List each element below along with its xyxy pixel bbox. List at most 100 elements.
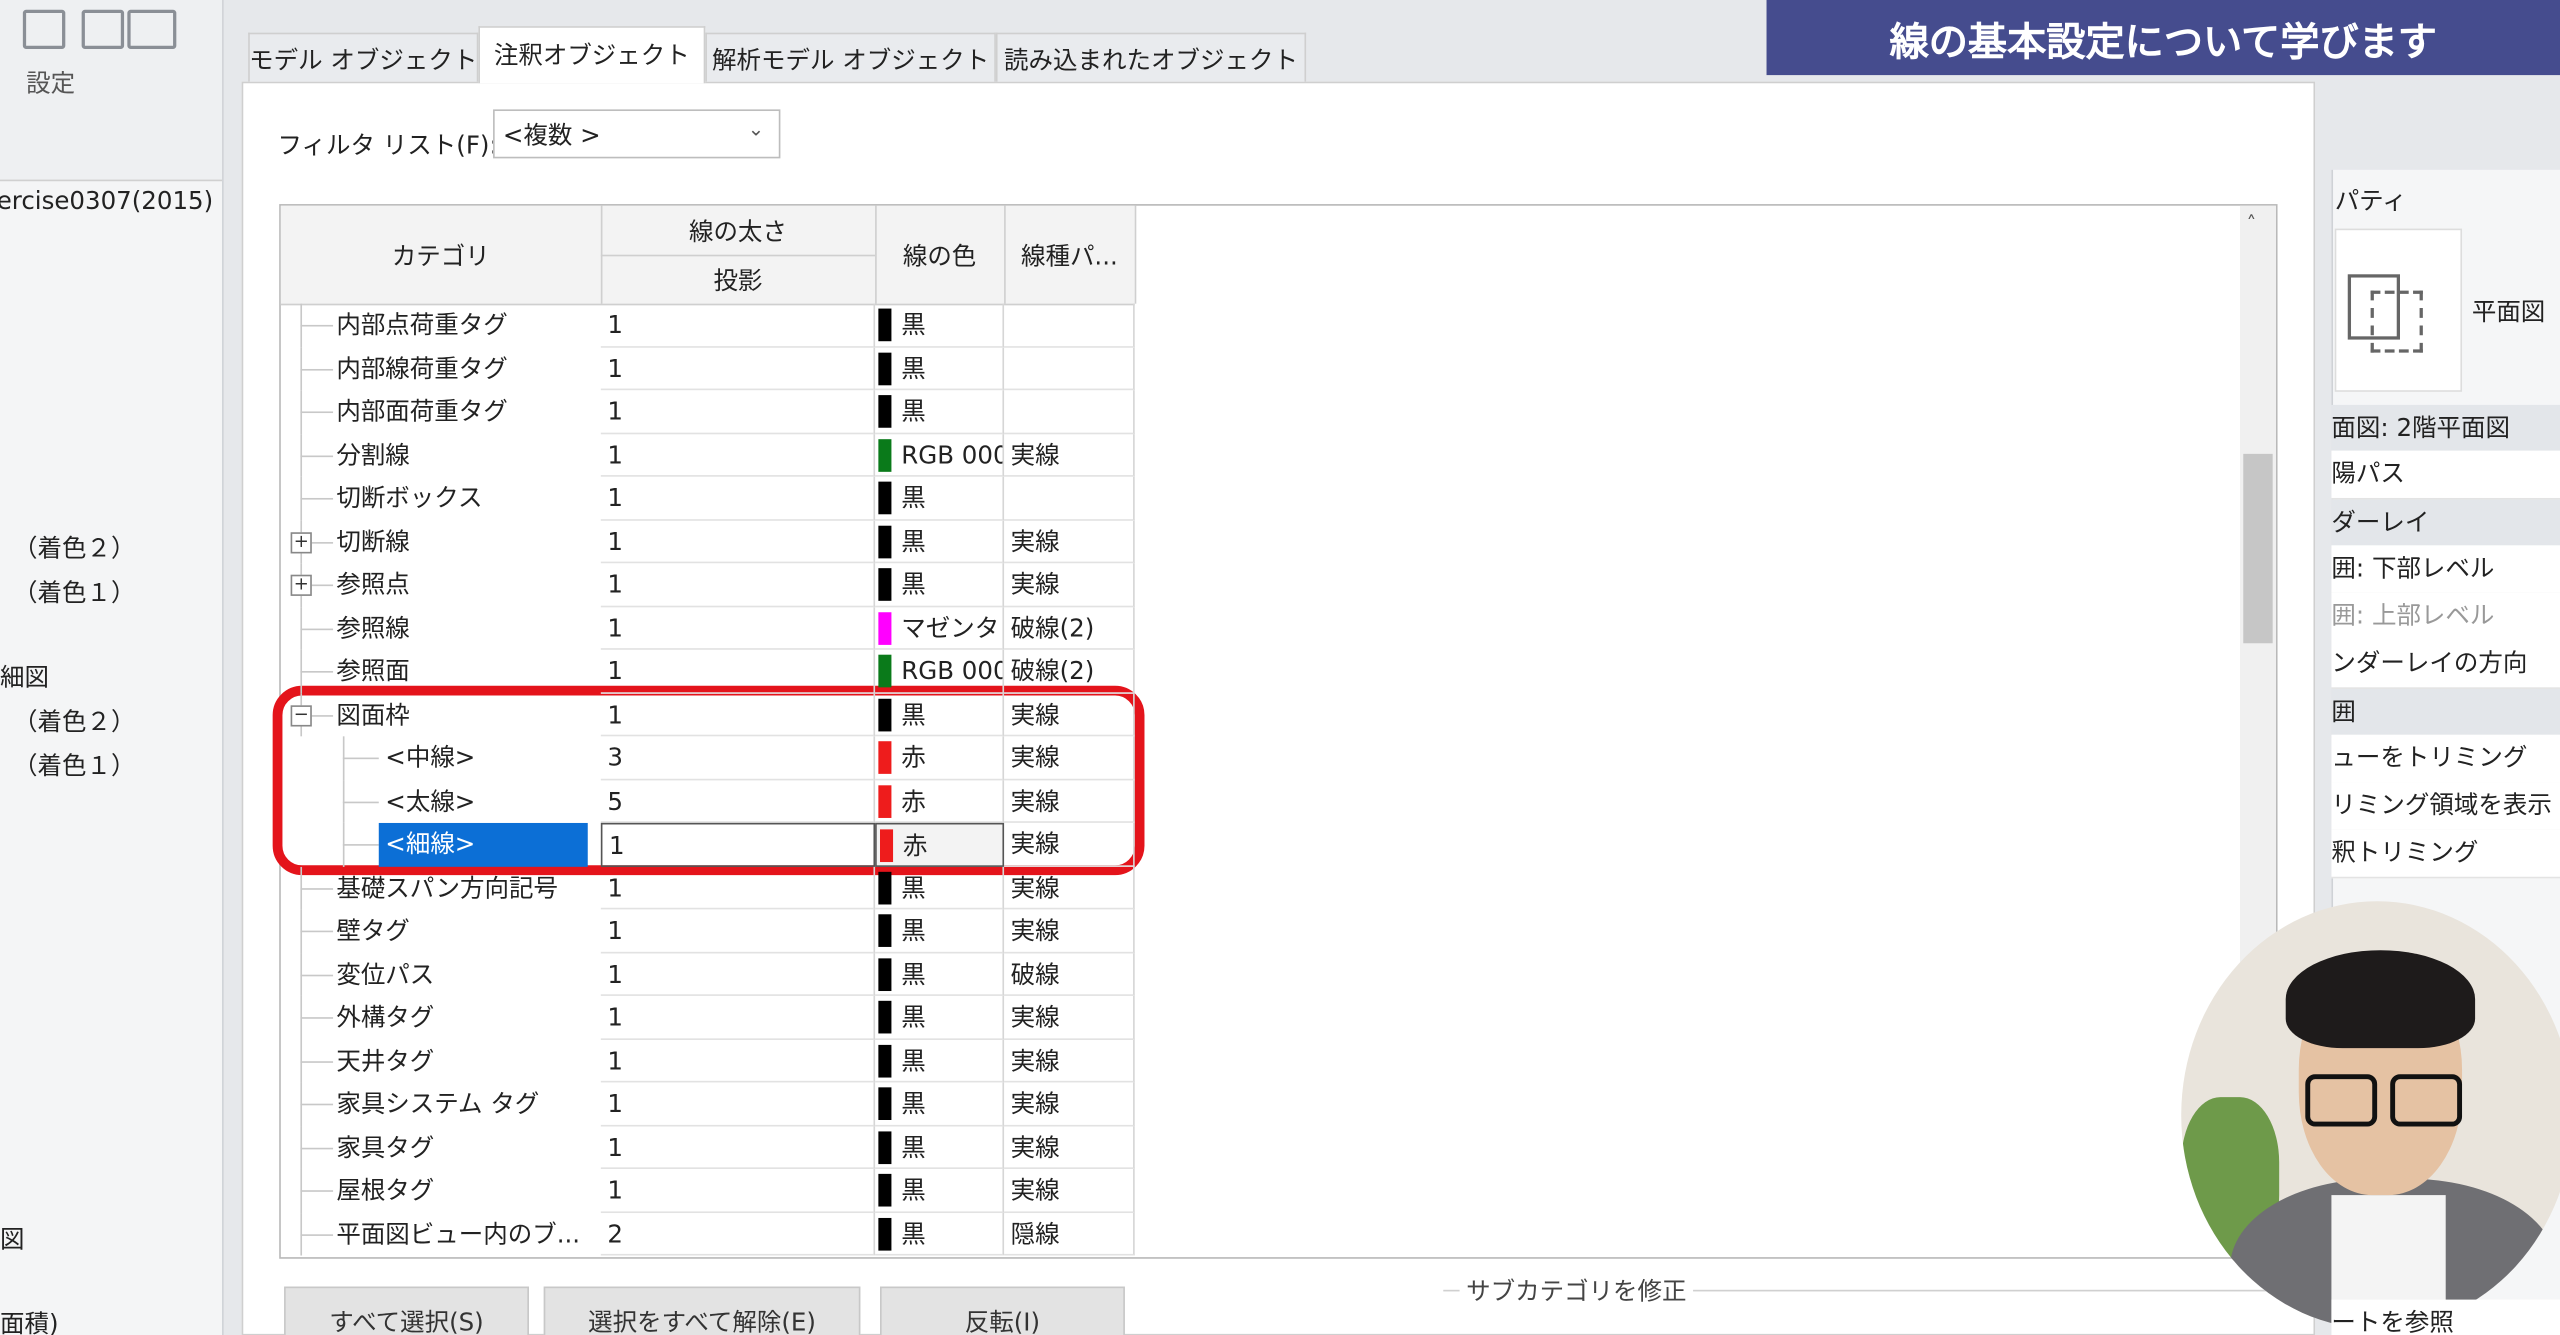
table-row[interactable]: 内部点荷重タグ 1 黒 [281,303,1135,347]
toolbar-icon[interactable] [22,9,66,49]
table-row[interactable]: 切断線 +1 黒実線 [281,519,1135,564]
toolbar-icon[interactable] [127,9,177,49]
color-cell[interactable]: 黒 [875,866,1005,910]
pattern-cell[interactable]: 実線 [1004,519,1135,564]
table-row[interactable]: 外構タグ 1 黒実線 [281,995,1135,1040]
table-row[interactable]: 平面図ビュー内のブ... 2 黒隠線 [281,1212,1135,1256]
table-row[interactable]: 図面枠 − 1 黒実線 [281,693,1135,737]
weight-cell[interactable]: 3 [600,736,876,780]
tab[interactable] [995,32,1307,82]
color-cell[interactable]: 黒 [875,303,1005,347]
weight-cell[interactable]: 1 [600,303,876,347]
color-cell[interactable]: 黒 [875,346,1005,391]
table-row[interactable]: 基礎スパン方向記号 1 黒実線 [281,866,1135,910]
color-cell[interactable]: 黒 [875,390,1005,434]
color-cell[interactable]: 黒 [875,519,1005,564]
toolbar-icon[interactable] [81,9,125,49]
table-row[interactable]: 参照線 1 マゼンタ 破線(2) [281,606,1135,650]
table-row[interactable]: 参照点 +1 黒実線 [281,563,1135,607]
weight-cell[interactable]: 1 [600,866,876,910]
tab[interactable] [478,26,706,84]
color-cell[interactable]: 黒 [875,1212,1005,1256]
table-row[interactable]: 壁タグ 1 黒実線 [281,909,1135,953]
browser-item[interactable]: （着色１） [13,751,136,781]
pattern-cell[interactable]: 実線 [1004,1125,1135,1169]
pattern-cell[interactable]: 実線 [1004,1168,1135,1213]
table-row[interactable]: 天井タグ 1 黒実線 [281,1039,1135,1083]
property-row[interactable]: 陽パス [2331,450,2560,500]
browser-item[interactable]: 細図 [0,662,50,693]
pattern-cell[interactable]: 実線 [1004,822,1135,867]
weight-cell[interactable]: 1 [600,563,876,607]
scroll-thumb[interactable] [2243,453,2273,644]
table-row[interactable]: 参照面 1 RGB 000 破線(2) [281,649,1135,694]
property-row[interactable]: 釈トリミング [2331,829,2560,879]
weight-cell[interactable]: 1 [600,822,876,867]
pattern-cell[interactable]: 隠線 [1004,1212,1135,1256]
browser-item[interactable]: 面積) [0,1309,59,1335]
color-cell[interactable]: 黒 [875,563,1005,607]
table-row[interactable]: 切断ボックス 1 黒 [281,476,1135,520]
color-cell[interactable]: マゼンタ [875,606,1005,650]
table-row[interactable]: <細線> 1 赤実線 [281,822,1135,867]
pattern-cell[interactable]: 実線 [1004,736,1135,780]
browser-item[interactable]: 図 [0,1224,25,1254]
weight-cell[interactable]: 1 [600,346,876,391]
browser-item[interactable]: （着色２） [13,533,136,564]
color-cell[interactable]: RGB 000 [875,649,1005,694]
weight-cell[interactable]: 1 [600,995,876,1040]
pattern-cell[interactable]: 破線 [1004,952,1135,996]
browser-item[interactable]: （着色１） [13,577,136,608]
weight-cell[interactable]: 1 [600,1168,876,1213]
color-cell[interactable]: 赤 [875,779,1005,823]
property-row[interactable]: ートを参照 [2331,1299,2560,1335]
color-cell[interactable]: 赤 [875,822,1005,867]
property-row[interactable]: 囲 [2331,688,2560,738]
expander[interactable]: − [290,704,312,726]
weight-cell[interactable]: 1 [600,693,876,737]
property-row[interactable]: ューをトリミング [2331,734,2560,784]
table-row[interactable]: 屋根タグ 1 黒実線 [281,1168,1135,1213]
pattern-cell[interactable] [1004,346,1135,391]
pattern-cell[interactable]: 実線 [1004,995,1135,1040]
weight-cell[interactable]: 1 [600,519,876,564]
browser-item[interactable]: （着色２） [13,706,136,737]
property-row[interactable]: ダーレイ [2331,499,2560,549]
table-row[interactable]: 家具システム タグ 1 黒実線 [281,1082,1135,1126]
tab[interactable] [248,32,479,82]
pattern-cell[interactable]: 破線(2) [1004,649,1135,694]
color-cell[interactable]: RGB 000 [875,433,1005,477]
weight-cell[interactable]: 1 [600,909,876,953]
table-row[interactable]: 内部面荷重タグ 1 黒 [281,390,1135,434]
property-row[interactable]: ンダーレイの方向 [2331,639,2560,689]
pattern-cell[interactable] [1004,476,1135,520]
weight-cell[interactable]: 5 [600,779,876,823]
weight-cell[interactable]: 1 [600,606,876,650]
table-row[interactable]: <太線> 5 赤実線 [281,779,1135,823]
browser-item[interactable]: ercise0307(2015) [0,186,214,216]
table-row[interactable]: 家具タグ 1 黒実線 [281,1125,1135,1169]
pattern-cell[interactable]: 実線 [1004,779,1135,823]
filter-select[interactable] [493,109,781,159]
color-cell[interactable]: 黒 [875,995,1005,1040]
weight-cell[interactable]: 1 [600,1125,876,1169]
weight-cell[interactable]: 1 [600,433,876,477]
button[interactable]: すべて選択(S) [284,1286,529,1335]
pattern-cell[interactable]: 実線 [1004,563,1135,607]
property-row[interactable]: 面図: 2階平面図 [2331,404,2560,454]
property-row[interactable]: 囲: 下部レベル [2331,545,2560,595]
color-cell[interactable]: 黒 [875,1168,1005,1213]
weight-cell[interactable]: 1 [600,1082,876,1126]
color-cell[interactable]: 黒 [875,909,1005,953]
pattern-cell[interactable] [1004,303,1135,347]
expander[interactable]: + [290,531,312,553]
pattern-cell[interactable]: 破線(2) [1004,606,1135,650]
pattern-cell[interactable]: 実線 [1004,433,1135,477]
pattern-cell[interactable]: 実線 [1004,693,1135,737]
color-cell[interactable]: 黒 [875,1082,1005,1126]
table-row[interactable]: 分割線 1 RGB 000 実線 [281,433,1135,477]
color-cell[interactable]: 黒 [875,1125,1005,1169]
property-row[interactable]: 囲: 上部レベル [2331,592,2560,642]
weight-cell[interactable]: 1 [600,390,876,434]
color-cell[interactable]: 黒 [875,952,1005,996]
